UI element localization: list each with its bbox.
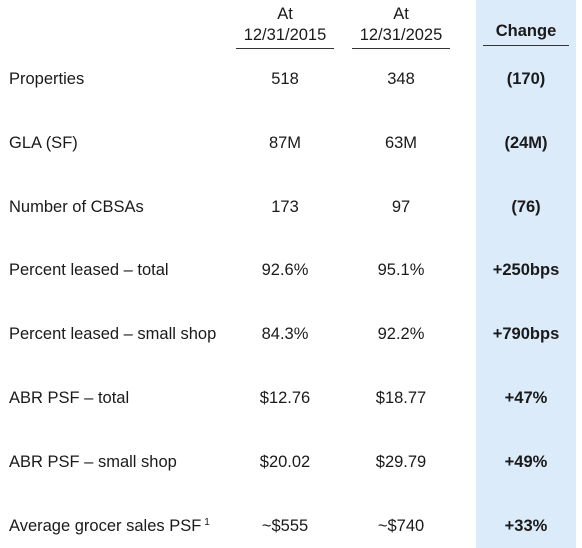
value-change: +790bps [492,325,560,343]
header-2025-line1: At [393,5,409,23]
value-change: (170) [506,70,546,88]
header-2025-line2: 12/31/2025 [352,25,450,49]
header-change-underline [483,45,569,46]
row-label: Properties [9,70,85,88]
value-2025: 63M [384,134,418,152]
value-2025: 97 [391,198,411,216]
row-label-text: Average grocer sales PSF [9,517,202,535]
value-2025: $29.79 [375,453,427,471]
row-label: ABR PSF – total [9,389,130,407]
value-2015: 87M [268,134,302,152]
value-2015: 84.3% [261,325,309,343]
value-change: +49% [504,453,548,471]
table-row-gla: GLA (SF) 87M 63M (24M) [0,131,582,155]
value-change: +47% [504,389,548,407]
header-2015-line2: 12/31/2015 [236,25,334,49]
value-2025: 348 [387,70,415,88]
table-row-percent-leased-small-shop: Percent leased – small shop 84.3% 92.2% … [0,322,582,346]
value-2025: ~$740 [377,517,425,535]
header-2015-line1: At [277,5,293,23]
table-row-percent-leased-total: Percent leased – total 92.6% 95.1% +250b… [0,258,582,282]
row-label: Percent leased – small shop [9,325,217,343]
footnote-marker: 1 [204,516,210,528]
header-2015: At 12/31/2015 [236,4,334,49]
row-label: ABR PSF – small shop [9,453,177,471]
change-column-highlight [476,0,576,548]
value-change: (24M) [504,134,548,152]
value-2025: 95.1% [377,261,425,279]
value-2015: 173 [271,198,299,216]
value-2025: 92.2% [377,325,425,343]
row-label: Number of CBSAs [9,198,144,216]
value-change: (76) [511,198,541,216]
value-2025: $18.77 [375,389,427,407]
value-change: +33% [504,517,548,535]
row-label: Average grocer sales PSF 1 [9,514,210,538]
header-2025: At 12/31/2025 [352,4,450,49]
value-2015: 92.6% [261,261,309,279]
table-row-cbsas: Number of CBSAs 173 97 (76) [0,195,582,219]
table-row-abr-small-shop: ABR PSF – small shop $20.02 $29.79 +49% [0,450,582,474]
row-label: Percent leased – total [9,261,169,279]
table-row-grocer-sales: Average grocer sales PSF 1 ~$555 ~$740 +3… [0,514,582,538]
value-2015: ~$555 [261,517,309,535]
table-row-properties: Properties 518 348 (170) [0,67,582,91]
value-change: +250bps [492,261,560,279]
value-2015: $12.76 [259,389,311,407]
value-2015: $20.02 [259,453,311,471]
header-change: Change [495,22,557,40]
row-label: GLA (SF) [9,134,78,152]
value-2015: 518 [271,70,299,88]
table-row-abr-total: ABR PSF – total $12.76 $18.77 +47% [0,386,582,410]
